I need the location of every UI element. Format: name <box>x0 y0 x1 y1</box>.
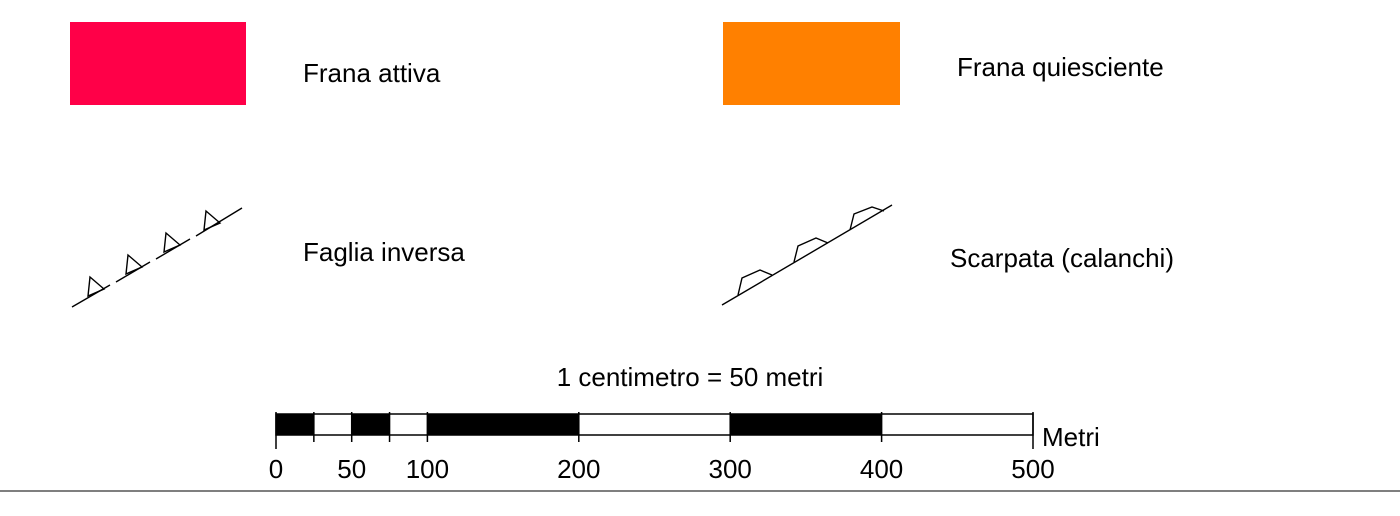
scale-tick-label-100: 100 <box>406 454 449 484</box>
scale-tick-label-200: 200 <box>557 454 600 484</box>
scale-tick-label-500: 500 <box>1011 454 1054 484</box>
scale-tick-label-0: 0 <box>269 454 283 484</box>
bottom-divider <box>0 490 1400 492</box>
reverse-fault-label: Faglia inversa <box>303 237 465 267</box>
scale-segment-4 <box>426 413 580 436</box>
escarpment-label: Scarpata (calanchi) <box>950 243 1174 273</box>
scale-segment-3 <box>389 413 428 436</box>
scale-tick-label-50: 50 <box>337 454 366 484</box>
scale-unit-label: Metri <box>1042 422 1100 452</box>
scale-segment-2 <box>351 413 391 436</box>
scale-segment-6 <box>729 413 883 436</box>
scale-tick-labels: 0 50 100 200 300 400 500 <box>269 454 1055 484</box>
active-landslide-label: Frana attiva <box>303 58 441 88</box>
scale-segment-0 <box>275 413 315 436</box>
escarpment-line-icon <box>721 204 893 306</box>
reverse-fault-line-icon <box>71 207 243 308</box>
scale-tick-label-300: 300 <box>709 454 752 484</box>
scale-tick-label-400: 400 <box>860 454 903 484</box>
dormant-landslide-label: Frana quiesciente <box>957 52 1164 82</box>
dormant-landslide-swatch <box>723 22 900 105</box>
scale-segment-5 <box>578 413 731 436</box>
scale-caption: 1 centimetro = 50 metri <box>557 362 824 392</box>
active-landslide-swatch <box>70 22 246 105</box>
scale-ticks <box>275 412 1034 449</box>
scale-segment-7 <box>881 413 1034 436</box>
scale-segment-1 <box>313 413 353 436</box>
